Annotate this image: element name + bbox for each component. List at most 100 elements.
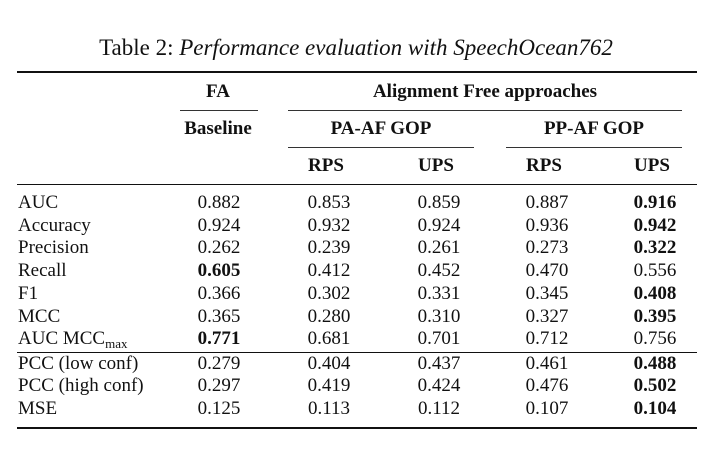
fa-underline — [180, 110, 258, 111]
metric-name: AUC — [18, 192, 58, 214]
value-cell: 0.936 — [525, 215, 569, 236]
value-cell: 0.273 — [525, 237, 569, 258]
table-row: Accuracy 0.924 0.932 0.924 0.936 0.942 — [0, 215, 712, 237]
table-row: Recall 0.605 0.412 0.452 0.470 0.556 — [0, 260, 712, 282]
header-alignment-free: Alignment Free approaches — [372, 81, 598, 102]
metric-label: Accuracy — [18, 215, 91, 236]
value-cell: 0.331 — [417, 283, 461, 304]
value-cell: 0.932 — [307, 215, 351, 236]
metric-subscript: max — [105, 336, 128, 351]
value-cell: 0.887 — [525, 192, 569, 213]
metric-label: Precision — [18, 237, 89, 258]
value-cell: 0.404 — [307, 353, 351, 374]
metric-label: PCC (high conf) — [18, 375, 144, 396]
value-cell: 0.302 — [307, 283, 351, 304]
header-pa-ups: UPS — [418, 155, 454, 176]
metric-label: MCC — [18, 306, 61, 327]
value-cell: 0.279 — [197, 353, 241, 374]
metric-name: MSE — [18, 398, 57, 420]
table-row: PCC (low conf) 0.279 0.404 0.437 0.461 0.488 — [0, 353, 712, 375]
table-row: PCC (high conf) 0.297 0.419 0.424 0.476 0.502 — [0, 375, 712, 397]
metric-label: F1 — [18, 283, 39, 304]
metric-name: MCC — [18, 306, 60, 328]
value-cell: 0.395 — [633, 306, 677, 327]
metric-label: Recall — [18, 260, 67, 281]
caption-label: Table 2: — [99, 35, 174, 60]
value-cell: 0.853 — [307, 192, 351, 213]
metric-name: PCC (high conf) — [18, 375, 144, 397]
header-rule — [17, 184, 697, 185]
value-cell: 0.261 — [417, 237, 461, 258]
value-cell: 0.412 — [307, 260, 351, 281]
value-cell: 0.280 — [307, 306, 351, 327]
metric-name: AUC MCCmax — [18, 328, 128, 350]
value-cell: 0.916 — [633, 192, 677, 213]
value-cell: 0.297 — [197, 375, 241, 396]
metric-name: Accuracy — [18, 215, 91, 237]
value-cell: 0.239 — [307, 237, 351, 258]
caption-text: Performance evaluation with SpeechOcean7… — [179, 35, 613, 60]
value-cell: 0.112 — [417, 398, 461, 419]
value-cell: 0.771 — [197, 328, 241, 349]
value-cell: 0.461 — [525, 353, 569, 374]
value-cell: 0.262 — [197, 237, 241, 258]
metric-name: PCC (low conf) — [18, 353, 138, 375]
metric-label: MSE — [18, 398, 58, 419]
header-pp-af-gop: PP-AF GOP — [543, 118, 645, 139]
table-row: MCC 0.365 0.280 0.310 0.327 0.395 — [0, 306, 712, 328]
value-cell: 0.424 — [417, 375, 461, 396]
value-cell: 0.408 — [633, 283, 677, 304]
value-cell: 0.107 — [525, 398, 569, 419]
table-row: AUC 0.882 0.853 0.859 0.887 0.916 — [0, 192, 712, 214]
value-cell: 0.322 — [633, 237, 677, 258]
metric-name: F1 — [18, 283, 38, 305]
value-cell: 0.327 — [525, 306, 569, 327]
header-pp-rps: RPS — [526, 155, 562, 176]
header-baseline: Baseline — [184, 118, 252, 139]
value-cell: 0.366 — [197, 283, 241, 304]
value-cell: 0.125 — [197, 398, 241, 419]
value-cell: 0.681 — [307, 328, 351, 349]
table-row: F1 0.366 0.302 0.331 0.345 0.408 — [0, 283, 712, 305]
value-cell: 0.756 — [633, 328, 677, 349]
value-cell: 0.556 — [633, 260, 677, 281]
table-row: MSE 0.125 0.113 0.112 0.107 0.104 — [0, 398, 712, 420]
table-caption: Table 2: Performance evaluation with Spe… — [0, 34, 712, 62]
metric-name: Precision — [18, 237, 89, 259]
value-cell: 0.476 — [525, 375, 569, 396]
metric-label: AUC — [18, 192, 59, 213]
metric-label: PCC (low conf) — [18, 353, 139, 374]
table-row: AUC MCCmax 0.771 0.681 0.701 0.712 0.756 — [0, 328, 712, 350]
value-cell: 0.345 — [525, 283, 569, 304]
header-pa-af-gop: PA-AF GOP — [330, 118, 432, 139]
value-cell: 0.605 — [197, 260, 241, 281]
header-pp-ups: UPS — [634, 155, 670, 176]
top-rule — [17, 71, 697, 73]
value-cell: 0.488 — [633, 353, 677, 374]
pp-af-underline — [506, 147, 682, 148]
value-cell: 0.470 — [525, 260, 569, 281]
metric-name: Recall — [18, 260, 67, 282]
header-fa: FA — [206, 81, 230, 102]
value-cell: 0.104 — [633, 398, 677, 419]
bottom-rule — [17, 427, 697, 429]
value-cell: 0.113 — [307, 398, 351, 419]
value-cell: 0.502 — [633, 375, 677, 396]
value-cell: 0.942 — [633, 215, 677, 236]
value-cell: 0.419 — [307, 375, 351, 396]
value-cell: 0.924 — [197, 215, 241, 236]
value-cell: 0.365 — [197, 306, 241, 327]
table-row: Precision 0.262 0.239 0.261 0.273 0.322 — [0, 237, 712, 259]
af-underline — [288, 110, 682, 111]
header-pa-rps: RPS — [308, 155, 344, 176]
metric-label: AUC MCC — [18, 328, 106, 349]
value-cell: 0.452 — [417, 260, 461, 281]
value-cell: 0.310 — [417, 306, 461, 327]
value-cell: 0.882 — [197, 192, 241, 213]
mid-rule — [17, 352, 697, 353]
value-cell: 0.712 — [525, 328, 569, 349]
value-cell: 0.859 — [417, 192, 461, 213]
value-cell: 0.437 — [417, 353, 461, 374]
pa-af-underline — [288, 147, 474, 148]
value-cell: 0.701 — [417, 328, 461, 349]
